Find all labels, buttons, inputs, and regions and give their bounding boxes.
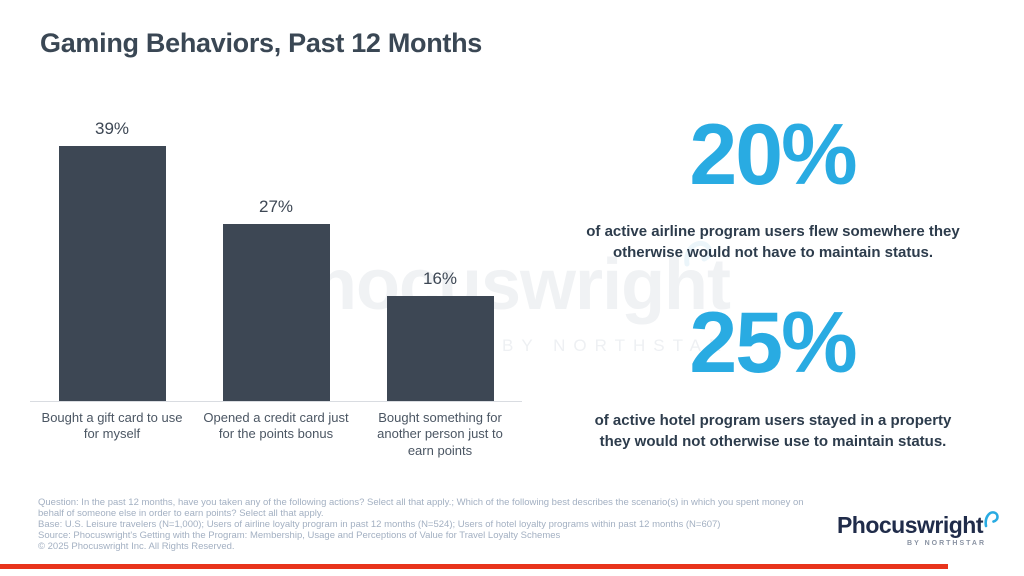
footnote-line: Base: U.S. Leisure travelers (N=1,000); … — [38, 519, 721, 530]
watermark-subtext: BY NORTHSTAR — [502, 336, 730, 355]
logo-swoosh-icon — [984, 511, 999, 528]
footnote-line: behalf of someone else in order to earn … — [38, 508, 324, 519]
logo-wordmark: Phocuswright — [836, 512, 984, 538]
footnote-line: Question: In the past 12 months, have yo… — [38, 497, 804, 508]
bar-value-label: 27% — [258, 197, 294, 216]
watermark-swoosh-icon — [684, 240, 713, 267]
bar — [58, 146, 166, 401]
bar-group: 27% — [194, 115, 358, 401]
bar-value-label: 39% — [94, 119, 130, 138]
footnote-line: © 2025 Phocuswright Inc. All Rights Rese… — [38, 541, 235, 552]
footnote: Question: In the past 12 months, have yo… — [38, 497, 848, 552]
x-axis-labels: Bought a gift card to use for myself Ope… — [30, 410, 522, 459]
stat-value-hotel: 25% — [689, 295, 857, 391]
phocuswright-logo: Phocuswright BY NORTHSTAR — [836, 511, 1000, 547]
watermark-text: Phocuswright — [266, 245, 731, 325]
stat-value-airline: 20% — [689, 107, 857, 203]
logo-subtext: BY NORTHSTAR — [907, 540, 986, 547]
bar-category-label: Bought a gift card to use for myself — [41, 410, 183, 442]
bottom-accent-bar — [0, 564, 948, 569]
bar-group: 16% — [358, 115, 522, 401]
stat-text-hotel: of active hotel program users stayed in … — [594, 412, 952, 450]
bar — [386, 296, 494, 401]
bar-group: 39% — [30, 115, 194, 401]
bar-value-label: 16% — [422, 269, 458, 288]
page-title: Gaming Behaviors, Past 12 Months — [40, 28, 483, 58]
stat-text-airline: of active airline program users flew som… — [586, 223, 960, 261]
bar-category-label: Bought something for another person just… — [377, 410, 503, 458]
bar — [222, 224, 330, 401]
bar-category-label: Opened a credit card just for the points… — [203, 410, 349, 442]
bar-chart: 39% 27% 16% — [30, 115, 522, 402]
footnote-line: Source: Phocuswright's Getting with the … — [38, 530, 561, 541]
